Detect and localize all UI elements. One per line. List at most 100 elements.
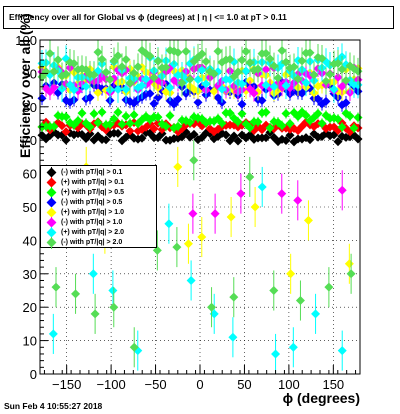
data-point-outlier xyxy=(188,209,198,219)
data-point xyxy=(261,133,271,143)
data-point xyxy=(153,56,163,66)
data-point xyxy=(45,48,55,58)
y-tick-label: 50 xyxy=(23,200,37,215)
x-tick-label: −100 xyxy=(96,377,125,392)
data-point xyxy=(285,119,295,129)
axis-ticks: 0 10 20 30 40 50 60 70 80 90 100 −150 −100 −50 0 50 100 1… xyxy=(15,33,357,392)
data-point xyxy=(89,109,99,119)
data-point xyxy=(301,78,311,88)
data-point xyxy=(281,136,291,146)
data-point xyxy=(125,78,135,88)
data-point xyxy=(333,72,343,82)
y-tick-label: 20 xyxy=(23,300,37,315)
data-point xyxy=(257,96,267,106)
legend-marker xyxy=(46,167,57,178)
data-point xyxy=(93,88,103,98)
data-point xyxy=(61,135,71,145)
data-point xyxy=(173,48,183,58)
data-point xyxy=(49,121,59,131)
data-point xyxy=(233,136,243,146)
data-point xyxy=(165,111,175,121)
data-point xyxy=(241,119,251,129)
data-point xyxy=(261,107,271,117)
y-tick-label: 40 xyxy=(23,233,37,248)
data-point xyxy=(61,127,71,137)
data-point xyxy=(113,51,123,61)
data-point xyxy=(153,112,163,122)
legend-label: (-) with pT/|q| > 0.5 xyxy=(61,199,123,206)
data-point xyxy=(293,126,303,136)
legend-label: (+) with pT/|q| > 0.5 xyxy=(61,189,125,196)
data-point xyxy=(221,130,231,140)
data-point xyxy=(197,65,207,75)
data-point xyxy=(333,58,343,68)
data-point xyxy=(349,123,359,133)
legend-entry: (+) with pT/|q| > 2.0 xyxy=(43,227,156,239)
data-point xyxy=(65,80,75,90)
data-point xyxy=(81,81,91,91)
data-point xyxy=(225,54,235,64)
data-point xyxy=(269,61,279,71)
data-point xyxy=(197,49,207,59)
data-point xyxy=(125,126,135,136)
data-point xyxy=(113,128,123,138)
data-point-outlier xyxy=(108,286,118,295)
data-point xyxy=(297,56,307,66)
data-point xyxy=(149,99,159,109)
data-point xyxy=(277,46,287,56)
data-point xyxy=(237,79,247,89)
data-point-outlier xyxy=(183,239,193,249)
data-point xyxy=(125,118,135,128)
data-point-outlier xyxy=(164,219,174,229)
data-point xyxy=(101,67,111,77)
data-point xyxy=(189,129,199,139)
data-point xyxy=(113,84,123,94)
data-point xyxy=(341,98,351,108)
data-point xyxy=(133,62,143,72)
data-point xyxy=(141,74,151,84)
data-point xyxy=(145,89,155,99)
data-point xyxy=(185,74,195,84)
data-point xyxy=(85,93,95,103)
data-point xyxy=(241,66,251,76)
data-point-outlier xyxy=(337,185,347,195)
y-tick-label: 90 xyxy=(23,66,37,81)
data-point xyxy=(321,96,331,106)
data-point-outlier xyxy=(71,289,81,299)
data-point xyxy=(77,108,87,118)
y-axis-label: Efficiency over all (%) xyxy=(17,13,33,158)
x-tick-label: −50 xyxy=(145,377,167,392)
data-point xyxy=(281,57,291,67)
x-tick-label: 150 xyxy=(322,377,344,392)
y-tick-label: 10 xyxy=(23,334,37,349)
data-point xyxy=(133,126,143,136)
data-point xyxy=(317,118,327,128)
data-point xyxy=(57,121,67,131)
y-tick-label: 70 xyxy=(23,133,37,148)
legend-entry: (-) with pT/|q| > 2.0 xyxy=(43,237,156,249)
legend-entry: (+) with pT/|q| > 1.0 xyxy=(43,207,156,219)
legend-marker xyxy=(46,207,57,218)
data-point xyxy=(85,129,95,139)
data-point xyxy=(49,67,59,77)
data-point xyxy=(253,64,263,74)
data-point xyxy=(161,121,171,131)
data-point-outlier xyxy=(88,269,98,279)
data-point xyxy=(109,56,119,66)
y-tick-label: 60 xyxy=(23,167,37,182)
data-point xyxy=(353,113,363,123)
data-point-outlier xyxy=(51,282,61,292)
data-point xyxy=(241,47,251,57)
data-point xyxy=(317,53,327,63)
legend-marker xyxy=(46,187,57,198)
data-point-outlier xyxy=(303,215,313,225)
data-point xyxy=(237,109,247,119)
data-point xyxy=(305,48,315,58)
legend-entry: (-) with pT/|q| > 1.0 xyxy=(43,217,156,229)
data-point xyxy=(333,114,343,124)
date-stamp: Sun Feb 4 10:55:27 2018 xyxy=(4,401,103,411)
data-point xyxy=(265,54,275,64)
data-point xyxy=(237,55,247,65)
legend-label: (+) with pT/|q| > 2.0 xyxy=(61,229,125,236)
